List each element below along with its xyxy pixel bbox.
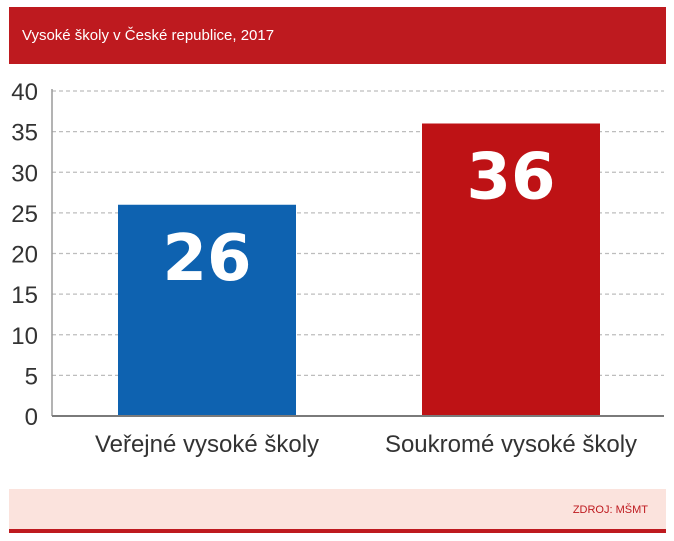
y-tick-label: 40 xyxy=(11,79,38,106)
data-label: 26 xyxy=(162,222,251,296)
y-tick-label: 5 xyxy=(25,363,38,390)
y-tick-label: 35 xyxy=(11,120,38,147)
chart-area: 0 5 10 15 20 25 30 35 40 26 Veřejné vysoké školy 36… xyxy=(0,74,674,474)
bar xyxy=(422,123,600,416)
y-tick-label: 30 xyxy=(11,160,38,187)
chart-footer: ZDROJ: MŠMT xyxy=(9,489,666,530)
y-tick-label: 0 xyxy=(25,404,38,431)
x-category-label: Soukromé vysoké školy xyxy=(385,431,637,458)
bar xyxy=(118,204,296,416)
chart-title: Vysoké školy v České republice, 2017 xyxy=(22,27,275,44)
data-label: 36 xyxy=(466,141,555,215)
bar-chart: 0 5 10 15 20 25 30 35 40 26 Veřejné vysoké školy 36… xyxy=(11,79,664,458)
source-note: ZDROJ: MŠMT xyxy=(572,504,648,516)
y-tick-label: 10 xyxy=(11,323,38,350)
y-tick-label: 15 xyxy=(11,282,38,309)
y-tick-label: 20 xyxy=(11,242,38,269)
x-category-label: Veřejné vysoké školy xyxy=(95,431,319,458)
y-tick-label: 25 xyxy=(11,201,38,228)
chart-header: Vysoké školy v České republice, 2017 xyxy=(9,7,666,64)
footer-accent-line xyxy=(9,529,666,533)
